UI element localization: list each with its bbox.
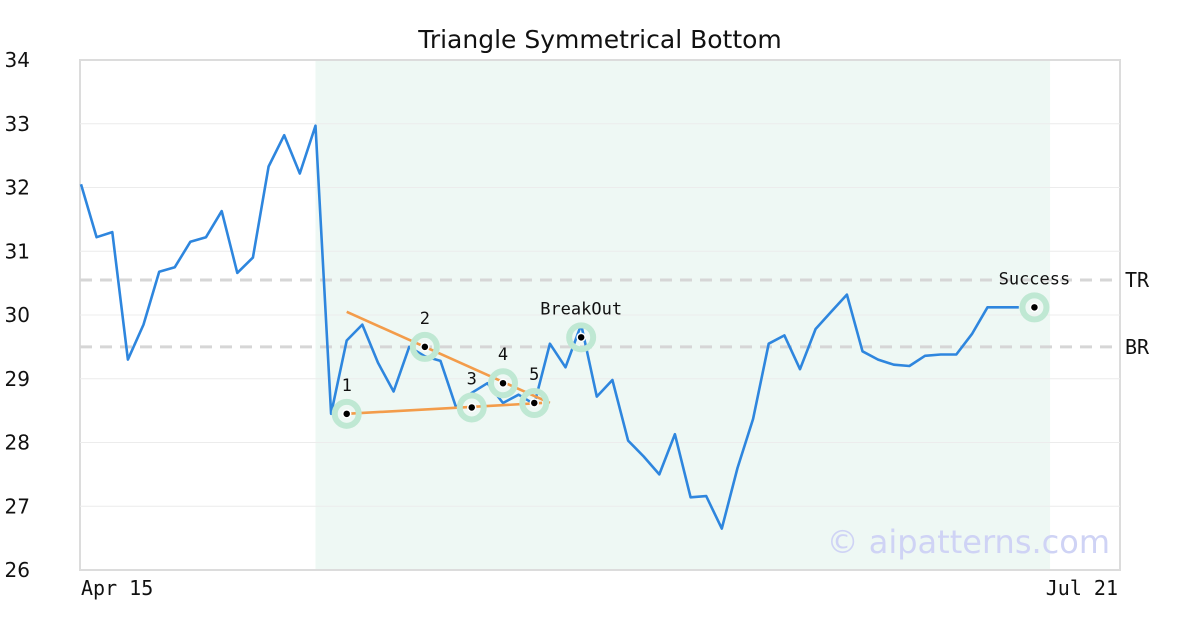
point-marker-5 (529, 398, 540, 408)
point-label-5: 5 (529, 365, 539, 385)
point-marker-success (1029, 302, 1040, 313)
y-tick-label: 31 (5, 239, 30, 263)
point-halo-2 (409, 331, 440, 362)
x-tick-label-end: Jul 21 (1046, 576, 1118, 600)
watermark: © aipatterns.com (827, 523, 1110, 561)
point-halo-breakout (566, 322, 597, 353)
y-tick-label: 34 (5, 48, 30, 72)
point-marker-breakout (576, 332, 586, 343)
y-tick-label: 26 (5, 558, 30, 582)
y-tick-label: 33 (5, 112, 30, 136)
point-marker-1 (341, 409, 352, 419)
point-label-4: 4 (498, 345, 508, 365)
price-series-line (79, 124, 1019, 530)
point-halo-1 (331, 398, 362, 429)
point-marker-3 (467, 402, 477, 413)
y-tick-label: 30 (5, 303, 30, 327)
point-halo-3 (456, 392, 487, 423)
point-label-1: 1 (342, 376, 352, 396)
point-label-breakout: BreakOut (540, 299, 622, 319)
point-halo-4 (488, 368, 519, 399)
chart-title: Triangle Symmetrical Bottom (417, 25, 782, 54)
y-tick-label: 32 (5, 176, 30, 200)
level-label-br: BR (1125, 335, 1150, 359)
lower-trendline (346, 401, 543, 416)
y-tick-label: 28 (5, 431, 30, 455)
y-tick-label: 27 (5, 494, 30, 518)
point-marker-2 (420, 342, 430, 352)
point-label-3: 3 (467, 369, 477, 389)
point-label-2: 2 (420, 309, 430, 329)
level-label-tr: TR (1125, 268, 1150, 292)
point-halo-5 (519, 387, 550, 418)
y-tick-label: 29 (5, 367, 30, 391)
x-tick-label-start: Apr 15 (81, 576, 153, 600)
point-label-success: Success (999, 269, 1071, 289)
point-halo-success (1019, 292, 1050, 323)
point-marker-4 (498, 378, 508, 388)
